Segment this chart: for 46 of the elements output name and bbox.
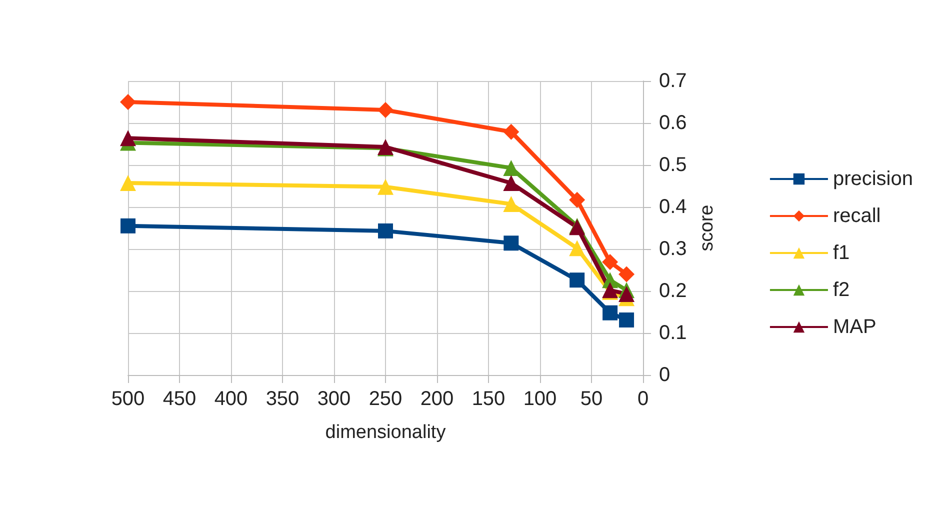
legend-label: recall [832,205,881,227]
point [503,124,520,140]
point [503,196,520,212]
point [569,240,586,256]
x-tick-label: 450 [162,388,196,410]
point [120,175,136,192]
x-tick-label: 200 [420,388,454,410]
legend-label: MAP [832,316,876,338]
point [120,94,136,110]
point [503,160,520,176]
x-axis-title: dimensionality [325,422,446,443]
point [378,102,394,118]
y-tick-label: 0 [659,364,670,386]
y-tick-label: 0.1 [659,322,687,344]
x-tick-label: 250 [368,388,402,410]
y-axis-title: score [696,204,718,252]
y-tick-label: 0.6 [659,112,687,134]
x-tick-label: 400 [214,388,248,410]
point [618,266,635,282]
point [570,272,585,288]
point [504,236,519,251]
x-tick-label: 50 [580,388,603,410]
x-tick-label: 300 [317,388,351,410]
point [120,130,136,146]
y-tick-label: 0.2 [659,280,687,302]
point [602,254,618,270]
point [619,312,634,328]
x-tick-label: 350 [266,388,300,410]
y-tick-label: 0.3 [659,238,687,260]
legend-label: f1 [832,242,850,264]
y-tick-label: 0.4 [659,196,687,218]
x-tick-label: 150 [472,388,506,410]
point [569,192,586,208]
point [618,286,635,302]
point [602,305,618,320]
x-tick-label: 0 [637,388,649,410]
point [378,223,393,238]
y-tick-label: 0.7 [659,70,687,92]
point [120,218,136,234]
y-tick-label: 0.5 [659,154,687,176]
point [503,175,520,192]
x-tick-label: 500 [111,388,145,410]
x-tick-label: 100 [523,388,557,410]
point [378,178,394,195]
legend-label: precision [832,168,914,190]
legend-label: f2 [832,279,850,301]
